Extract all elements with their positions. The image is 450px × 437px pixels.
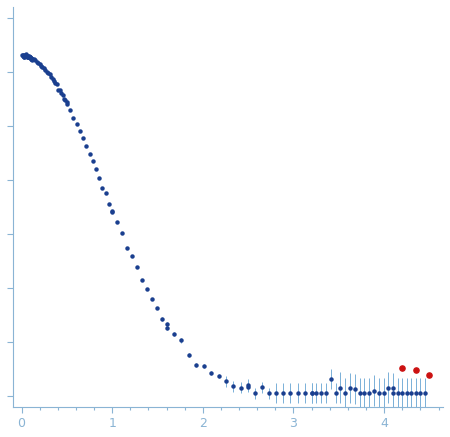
Point	[426, 372, 433, 379]
Point	[412, 366, 419, 373]
Point	[399, 364, 406, 371]
